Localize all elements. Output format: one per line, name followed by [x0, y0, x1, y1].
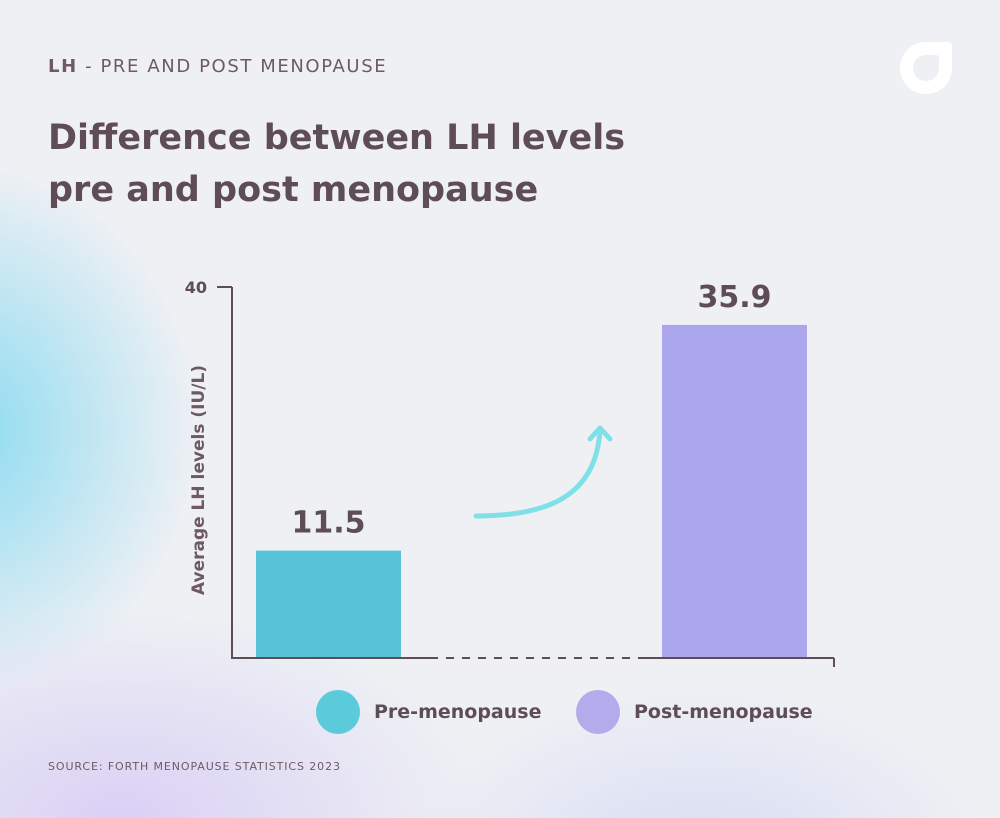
trend-arrow-icon: [473, 425, 613, 519]
legend-label-post: Post-menopause: [634, 701, 813, 723]
bar-post-menopause: [662, 324, 807, 657]
chart-title: Difference between LH levels pre and pos…: [48, 118, 626, 210]
arrow-head: [587, 425, 613, 442]
y-axis-label: Average LH levels (IU/L): [189, 365, 209, 595]
legend-swatch-post: [576, 690, 620, 734]
legend-label-pre: Pre-menopause: [374, 701, 542, 723]
brand-logo-icon: [900, 42, 952, 94]
data-label-pre-menopause: 11.5: [291, 506, 365, 541]
eyebrow-rest: - PRE AND POST MENOPAUSE: [85, 56, 388, 77]
eyebrow-label: LH - PRE AND POST MENOPAUSE: [48, 56, 387, 77]
axes: [217, 286, 835, 667]
legend-item-pre-menopause: Pre-menopause: [316, 690, 541, 734]
legend-item-post-menopause: Post-menopause: [576, 690, 813, 734]
source-note: SOURCE: FORTH MENOPAUSE STATISTICS 2023: [48, 760, 341, 773]
eyebrow-strong: LH: [48, 56, 78, 77]
bars-group: 11.5 35.9: [256, 280, 807, 657]
legend-swatch-pre: [316, 690, 360, 734]
y-tick-label: 40: [185, 278, 207, 297]
data-label-post-menopause: 35.9: [697, 280, 771, 315]
bar-pre-menopause: [256, 550, 401, 657]
arrow-curve: [473, 427, 603, 519]
